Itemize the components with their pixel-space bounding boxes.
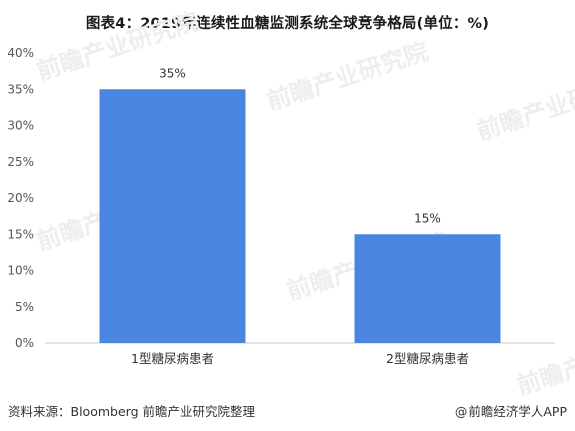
data-label: 15% xyxy=(414,211,441,225)
credit-text: 前瞻经济学人APP xyxy=(468,404,567,419)
bar xyxy=(99,89,246,343)
y-tick-label: 5% xyxy=(15,300,34,314)
y-tick-label: 25% xyxy=(7,155,34,169)
y-tick-label: 20% xyxy=(7,191,34,205)
x-category-label: 2型糖尿病患者 xyxy=(386,351,469,366)
source-note: 资料来源：Bloomberg 前瞻产业研究院整理 xyxy=(8,404,255,419)
bars xyxy=(99,89,501,343)
category-labels: 1型糖尿病患者 2型糖尿病患者 xyxy=(131,351,469,366)
y-tick-label: 15% xyxy=(7,227,34,241)
y-axis-ticks: 0% 5% 10% 15% 20% 25% 30% 35% 40% xyxy=(7,46,34,350)
x-category-label: 1型糖尿病患者 xyxy=(131,351,214,366)
chart-title: 图表4：2019年连续性血糖监测系统全球竞争格局(单位：%) xyxy=(85,16,490,32)
y-tick-label: 40% xyxy=(7,46,34,60)
bar xyxy=(354,234,501,343)
watermark-text: 前瞻产业研究院 xyxy=(513,322,575,401)
at-sign: @ xyxy=(454,404,468,419)
y-tick-label: 10% xyxy=(7,264,34,278)
data-labels: 35% 15% xyxy=(159,66,441,225)
data-label: 35% xyxy=(159,66,186,80)
watermark-text: 前瞻产业研究院 xyxy=(263,37,431,116)
credit-note: @前瞻经济学人APP xyxy=(455,401,567,420)
y-tick-label: 30% xyxy=(7,119,34,133)
y-tick-label: 0% xyxy=(15,336,34,350)
watermark-text: 前瞻产业研究院 xyxy=(473,67,575,146)
y-tick-label: 35% xyxy=(7,82,34,96)
